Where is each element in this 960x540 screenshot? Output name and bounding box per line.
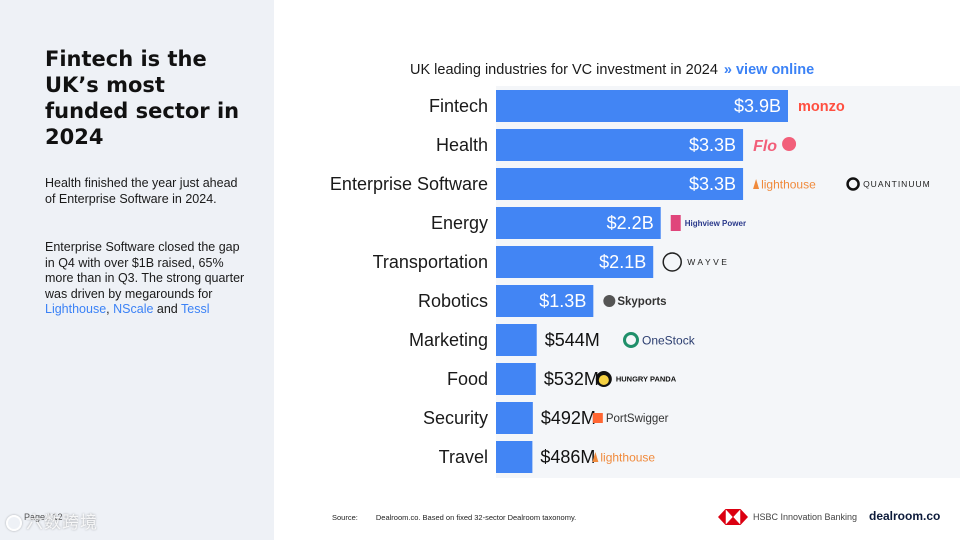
company-logo: HUNGRY PANDA — [616, 375, 677, 384]
hsbc-text: HSBC Innovation Banking — [753, 512, 858, 522]
bar — [496, 402, 533, 434]
category-label: Energy — [431, 213, 488, 233]
category-label: Transportation — [373, 252, 488, 272]
separator: , — [106, 302, 114, 316]
quantinuum-icon — [846, 177, 860, 191]
chart-title-row: UK leading industries for VC investment … — [410, 62, 814, 78]
category-label: Travel — [439, 447, 488, 467]
nscale-link[interactable]: NScale — [113, 302, 154, 316]
portswigger-icon — [592, 413, 603, 423]
watermark: 六数跨境 — [6, 508, 98, 533]
tessl-link[interactable]: Tessl — [181, 302, 210, 316]
detail-text: Enterprise Software closed the gap in Q4… — [45, 240, 245, 301]
category-label: Marketing — [409, 330, 488, 350]
value-label: $544M — [545, 330, 600, 350]
dealroom-logo: dealroom.co — [869, 509, 941, 523]
category-label: Security — [423, 408, 488, 428]
value-label: $2.1B — [599, 252, 646, 272]
category-label: Enterprise Software — [330, 174, 488, 194]
onestock-icon — [623, 332, 639, 348]
lighthouse-link[interactable]: Lighthouse — [45, 302, 107, 316]
source-label: Source: — [332, 513, 358, 522]
wayve-icon — [662, 252, 682, 272]
watermark-logo-icon — [6, 515, 22, 531]
bar — [496, 207, 661, 239]
skyports-icon — [603, 295, 616, 307]
bar — [496, 324, 537, 356]
value-label: $3.3B — [689, 174, 736, 194]
category-label: Health — [436, 135, 488, 155]
company-logo: lighthouse — [600, 450, 655, 464]
bar — [496, 129, 744, 161]
company-logo: OneStock — [642, 333, 696, 347]
category-label: Food — [447, 369, 488, 389]
summary-paragraph: Health finished the year just ahead of E… — [45, 176, 238, 206]
company-logo: Skyports — [617, 296, 666, 308]
value-label: $532M — [544, 369, 599, 389]
highview-icon — [670, 215, 681, 231]
company-logo: Highview Power — [685, 219, 746, 228]
company-logo: QUANTINUUM — [863, 179, 931, 189]
bar — [496, 246, 654, 278]
bar — [496, 168, 744, 200]
hsbc-hexagon-icon — [718, 509, 748, 525]
category-label: Robotics — [418, 291, 488, 311]
page-headline: Fintech is the UK’s most funded sector i… — [45, 47, 240, 149]
panda-face-icon — [598, 375, 609, 385]
company-logo: Flo — [753, 138, 777, 155]
lighthouse-icon — [592, 452, 599, 462]
detail-paragraph: Enterprise Software closed the gap in Q4… — [45, 240, 245, 318]
source-text: Dealroom.co. Based on fixed 32-sector De… — [375, 513, 577, 522]
value-label: $492M — [541, 408, 596, 428]
bar — [496, 363, 536, 395]
bar — [496, 285, 594, 317]
company-logo: lighthouse — [761, 177, 816, 191]
source-note: Source: Dealroom.co. Based on fixed 32-se… — [332, 513, 576, 522]
left-panel — [0, 0, 274, 540]
separator: and — [153, 302, 181, 316]
flo-icon — [782, 137, 797, 151]
value-label: $486M — [540, 447, 595, 467]
watermark-text: 六数跨境 — [26, 513, 98, 533]
value-label: $3.3B — [689, 135, 736, 155]
page-number: Page / 12 — [24, 512, 63, 522]
company-logo: PortSwigger — [606, 413, 669, 425]
bar — [496, 441, 533, 473]
value-label: $3.9B — [734, 96, 781, 116]
lighthouse-icon — [753, 179, 760, 189]
chart-title: UK leading industries for VC investment … — [410, 62, 718, 78]
bar — [496, 90, 788, 122]
company-logo: WAYVE — [687, 257, 729, 267]
company-logo: monzo — [798, 99, 845, 115]
category-label: Fintech — [429, 96, 488, 116]
value-label: $1.3B — [539, 291, 586, 311]
view-online-link[interactable]: » view online — [723, 62, 815, 78]
value-label: $2.2B — [607, 213, 654, 233]
hsbc-logo: HSBC Innovation Banking — [718, 508, 857, 526]
